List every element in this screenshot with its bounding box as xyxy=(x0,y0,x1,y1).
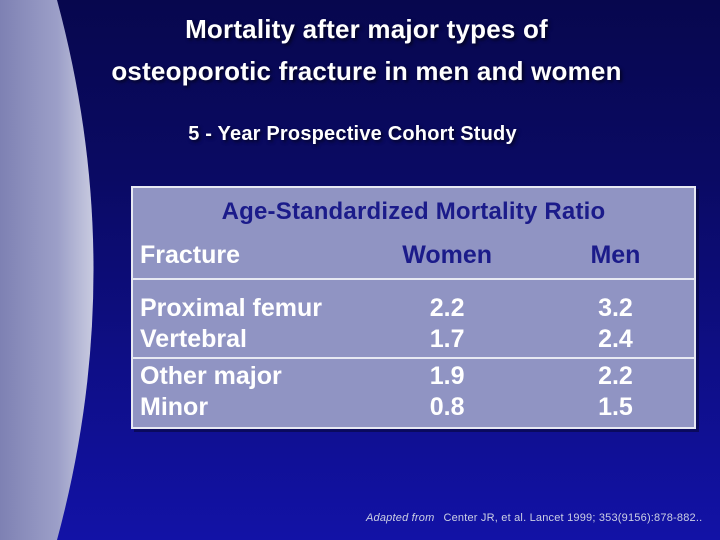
row-fracture-label: Minor xyxy=(140,393,209,421)
row-women-value: 1.7 xyxy=(429,325,465,353)
row-men-value: 2.2 xyxy=(598,362,633,390)
column-header-men: Men xyxy=(590,241,641,269)
row-men-value: 1.5 xyxy=(598,393,633,421)
citation: Adapted from Center JR, et al. Lancet 199… xyxy=(366,510,706,526)
title-line-1: Mortality after major types of xyxy=(185,14,548,44)
row-group-separator xyxy=(133,357,694,359)
row-fracture-label: Vertebral xyxy=(140,325,248,353)
citation-prefix: Adapted from xyxy=(366,512,435,524)
table-heading: Age-Standardized Mortality Ratio xyxy=(221,198,606,225)
row-men-value: 2.4 xyxy=(598,325,633,353)
left-curve-decoration xyxy=(0,0,94,540)
row-fracture-label: Proximal femur xyxy=(140,294,323,322)
table-body: Proximal femur 2.2 3.2 Vertebral 1.7 2.4… xyxy=(133,280,694,423)
slide-subtitle: 5 - Year Prospective Cohort Study xyxy=(188,123,517,145)
row-men-value: 3.2 xyxy=(598,294,633,322)
table-row: Vertebral 1.7 2.4 xyxy=(133,324,694,355)
citation-text: Center JR, et al. Lancet 1999; 353(9156)… xyxy=(443,512,703,524)
table-column-header-row: Fracture Women Men xyxy=(133,241,694,269)
column-header-women: Women xyxy=(402,241,493,269)
table-row: Other major 1.9 2.2 xyxy=(133,361,694,392)
row-women-value: 2.2 xyxy=(429,294,465,322)
row-fracture-label: Other major xyxy=(140,362,282,390)
table-row: Minor 0.8 1.5 xyxy=(133,392,694,423)
slide-title: Mortality after major types of osteoporo… xyxy=(100,8,633,92)
header-separator xyxy=(133,278,694,280)
row-women-value: 0.8 xyxy=(429,393,465,421)
table-row: Proximal femur 2.2 3.2 xyxy=(133,293,694,324)
row-women-value: 1.9 xyxy=(429,362,465,390)
mortality-ratio-table: Age-Standardized Mortality Ratio Fractur… xyxy=(131,186,696,429)
title-line-2: osteoporotic fracture in men and women xyxy=(111,56,622,86)
column-header-fracture: Fracture xyxy=(140,241,241,269)
